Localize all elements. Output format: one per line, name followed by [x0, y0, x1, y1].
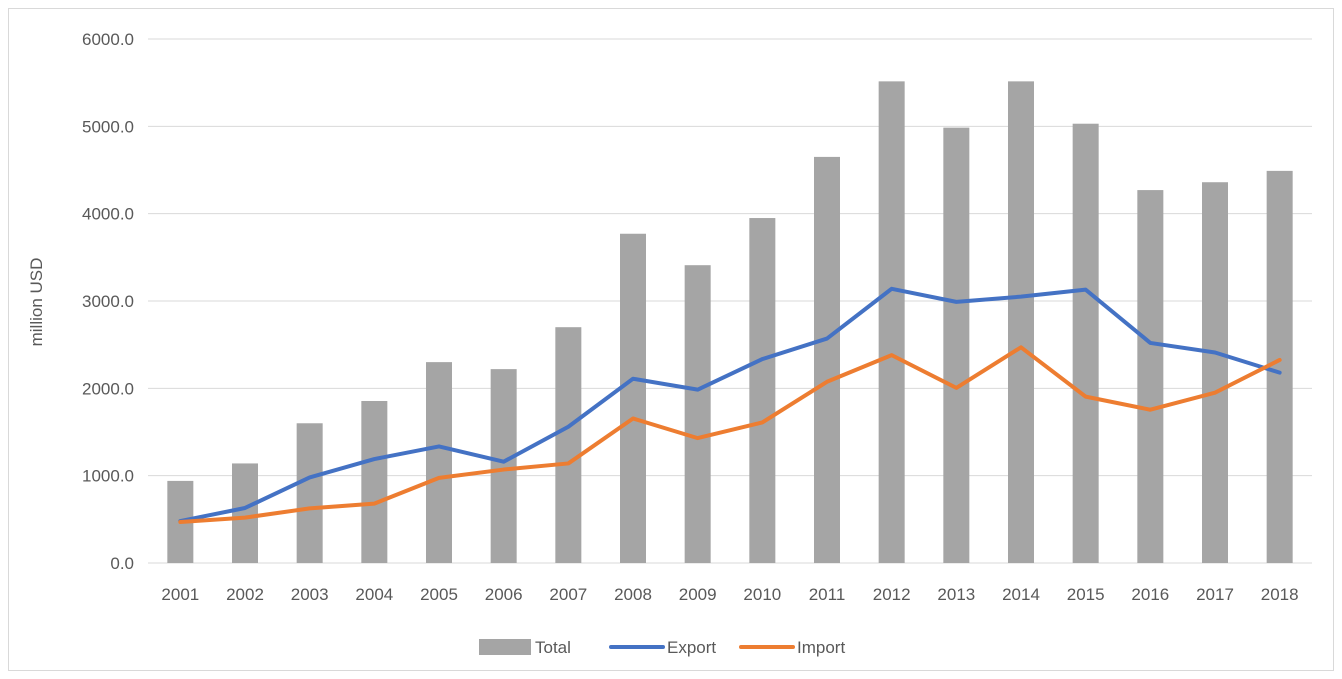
- chart-frame: [8, 8, 1334, 671]
- point-export-2013: [955, 301, 957, 303]
- bar-total-2011: [814, 156, 840, 563]
- series-lines: [178, 286, 1282, 524]
- point-export-2011: [826, 338, 828, 340]
- bar-total-2016: [1137, 190, 1164, 563]
- point-import-2006: [503, 469, 505, 471]
- x-tick-label: 2003: [291, 585, 329, 604]
- bar-total-2009: [684, 265, 711, 563]
- y-tick-label: 5000.0: [82, 117, 134, 136]
- point-import-2010: [761, 421, 763, 423]
- point-export-2016: [1149, 342, 1151, 344]
- y-tick-label: 2000.0: [82, 379, 134, 398]
- bar-total-2006: [490, 369, 517, 563]
- x-tick-label: 2009: [679, 585, 717, 604]
- legend-item-total: Total: [479, 638, 571, 657]
- x-tick-label: 2013: [937, 585, 975, 604]
- bar-total-2008: [620, 233, 646, 563]
- bar-total-2015: [1072, 123, 1099, 564]
- x-tick-label: 2015: [1067, 585, 1105, 604]
- x-tick-label: 2016: [1131, 585, 1169, 604]
- y-tick-label: 0.0: [110, 554, 134, 573]
- bar-total-2004: [361, 400, 388, 563]
- x-tick-label: 2012: [873, 585, 911, 604]
- legend-item-export: Export: [609, 638, 716, 657]
- legend: Total Export Import: [479, 638, 845, 657]
- legend-label: Total: [535, 638, 571, 657]
- point-export-2008: [632, 378, 634, 380]
- point-import-2009: [697, 437, 699, 439]
- x-tick-label: 2006: [485, 585, 523, 604]
- point-export-2010: [761, 358, 763, 360]
- point-import-2015: [1085, 396, 1087, 398]
- point-export-2014: [1020, 296, 1022, 298]
- x-tick-label: 2014: [1002, 585, 1040, 604]
- point-import-2008: [632, 417, 634, 419]
- bar-total-2018: [1266, 170, 1293, 563]
- point-import-2001: [179, 521, 181, 523]
- bars-total: [167, 81, 1293, 564]
- bar-total-2012: [878, 81, 905, 564]
- bar-total-2014: [1008, 81, 1034, 564]
- legend-item-import: Import: [739, 638, 845, 657]
- bar-total-2017: [1202, 182, 1228, 563]
- point-import-2004: [373, 503, 375, 505]
- y-tick-label: 1000.0: [82, 467, 134, 486]
- x-tick-label: 2018: [1261, 585, 1299, 604]
- point-import-2005: [438, 477, 440, 479]
- point-import-2017: [1214, 392, 1216, 394]
- point-export-2017: [1214, 352, 1216, 354]
- bar-total-2005: [426, 362, 452, 563]
- x-tick-label: 2005: [420, 585, 458, 604]
- point-import-2013: [955, 387, 957, 389]
- bar-total-2013: [943, 127, 970, 563]
- y-tick-label: 4000.0: [82, 205, 134, 224]
- point-import-2016: [1149, 409, 1151, 411]
- bar-total-2002: [232, 463, 258, 563]
- legend-label: Import: [797, 638, 845, 657]
- point-export-2006: [503, 461, 505, 463]
- x-tick-label: 2001: [161, 585, 199, 604]
- point-import-2012: [891, 354, 893, 356]
- point-export-2002: [244, 507, 246, 509]
- line-import: [178, 345, 1282, 524]
- x-tick-label: 2002: [226, 585, 264, 604]
- point-export-2018: [1279, 372, 1281, 374]
- point-export-2004: [373, 458, 375, 460]
- line-export: [178, 286, 1282, 524]
- bar-total-2010: [749, 218, 776, 564]
- point-export-2005: [438, 445, 440, 447]
- point-import-2011: [826, 381, 828, 383]
- point-import-2002: [244, 517, 246, 519]
- point-export-2012: [891, 288, 893, 290]
- point-import-2007: [567, 462, 569, 464]
- gridlines: [148, 38, 1312, 564]
- point-export-2007: [567, 426, 569, 428]
- point-export-2015: [1085, 289, 1087, 291]
- point-export-2003: [309, 476, 311, 478]
- x-axis-ticks: 2001 2002 2003 2004 2005 2006 2007 2008 2009 2010…: [161, 585, 1298, 604]
- bar-total-2007: [555, 327, 582, 563]
- x-tick-label: 2010: [743, 585, 781, 604]
- x-tick-label: 2004: [355, 585, 393, 604]
- y-tick-label: 3000.0: [82, 292, 134, 311]
- legend-swatch: [479, 639, 531, 655]
- x-tick-label: 2007: [549, 585, 587, 604]
- point-export-2009: [697, 389, 699, 391]
- point-import-2014: [1020, 346, 1022, 348]
- x-tick-label: 2011: [809, 585, 846, 604]
- legend-label: Export: [667, 638, 716, 657]
- point-import-2003: [309, 507, 311, 509]
- bar-total-2003: [296, 423, 323, 563]
- x-tick-label: 2008: [614, 585, 652, 604]
- x-tick-label: 2017: [1196, 585, 1234, 604]
- y-tick-label: 6000.0: [82, 30, 134, 49]
- point-import-2018: [1279, 359, 1281, 361]
- y-axis-title: million USD: [27, 258, 46, 347]
- y-axis-ticks: 0.0 1000.0 2000.0 3000.0 4000.0 5000.0 6000.0: [82, 30, 134, 573]
